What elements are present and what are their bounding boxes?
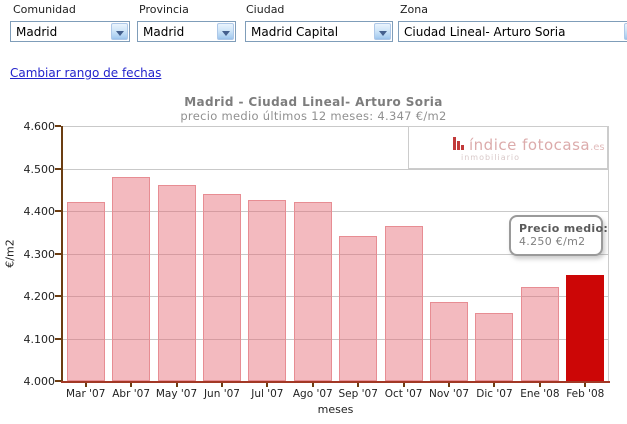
comunidad-select-value: Madrid [16, 25, 58, 39]
y-axis-tick [55, 210, 61, 212]
y-axis-tick [55, 337, 61, 340]
bar-jul-07[interactable] [248, 200, 287, 381]
y-axis-tick [55, 167, 61, 170]
zona-label: Zona [400, 3, 428, 16]
provincia-select[interactable]: Madrid [137, 21, 236, 42]
ciudad-select-value: Madrid Capital [251, 25, 339, 39]
x-tick-label: Jul '07 [251, 388, 284, 400]
x-tick-label: Ene '08 [520, 388, 560, 400]
y-tick-label: 4.300 [23, 247, 56, 261]
comunidad-label: Comunidad [13, 3, 76, 16]
gridline [63, 211, 608, 212]
y-axis-line [61, 126, 63, 383]
gridline [63, 338, 608, 340]
tooltip-value: 4.250 €/m2 [519, 235, 586, 248]
x-axis-tick [175, 383, 178, 387]
x-tick-label: Ago '07 [292, 388, 333, 400]
x-axis-title: meses [317, 403, 354, 416]
x-axis-tick [538, 383, 541, 387]
provincia-label: Provincia [139, 3, 189, 16]
chevron-down-icon [379, 31, 387, 36]
gridline [63, 253, 608, 255]
change-date-range-link[interactable]: Cambiar rango de fechas [10, 66, 162, 80]
x-axis-tick [130, 383, 133, 387]
dropdown-arrow-icon[interactable] [624, 23, 627, 40]
chart-title: Madrid - Ciudad Lineal- Arturo Soria [184, 95, 443, 109]
y-tick-label: 4.200 [23, 290, 56, 303]
bar-ene-08[interactable] [520, 287, 559, 381]
y-tick-label: 4.000 [23, 375, 56, 388]
gridline [63, 126, 608, 127]
y-axis-tick [55, 252, 61, 255]
fotocasa-watermark: índice fotocasa.es inmobiliario [408, 126, 608, 169]
y-axis-tick [55, 295, 61, 297]
x-tick-label: Abr '07 [112, 388, 150, 400]
chevron-down-icon [116, 31, 124, 36]
bar-jun-07[interactable] [202, 194, 241, 381]
ciudad-select[interactable]: Madrid Capital [245, 21, 393, 42]
zona-select[interactable]: Ciudad Lineal- Arturo Soria [398, 21, 627, 42]
chevron-down-icon [222, 31, 230, 36]
bar-may-07[interactable] [157, 185, 196, 381]
bar-mar-07[interactable] [66, 202, 105, 381]
x-axis-tick [84, 383, 87, 387]
x-axis-tick [266, 383, 269, 387]
x-axis-line [61, 381, 610, 383]
x-tick-label: Jun '07 [203, 388, 240, 400]
y-tick-label: 4.100 [23, 332, 56, 346]
ciudad-label: Ciudad [246, 3, 285, 16]
x-axis-tick [357, 383, 360, 387]
x-tick-label: May '07 [155, 388, 198, 400]
zona-select-value: Ciudad Lineal- Arturo Soria [404, 25, 566, 39]
x-tick-label: Feb '08 [566, 388, 605, 400]
x-axis-tick [493, 383, 496, 387]
x-tick-label: Dic '07 [476, 388, 513, 400]
chart-subtitle: precio medio últimos 12 meses: 4.347 €/m… [180, 109, 447, 123]
comunidad-select[interactable]: Madrid [10, 21, 130, 42]
gridline [63, 296, 608, 297]
price-tooltip: Precio medio: 4.250 €/m2 [509, 215, 609, 256]
x-axis-tick [220, 383, 223, 387]
bar-sep-07[interactable] [339, 236, 378, 381]
x-tick-label: Oct '07 [384, 388, 423, 400]
x-axis-tick [448, 383, 451, 387]
x-axis-tick [311, 383, 314, 387]
bar-oct-07[interactable] [384, 226, 423, 381]
provincia-select-value: Madrid [143, 25, 185, 39]
bar-abr-07[interactable] [112, 177, 151, 381]
y-axis-tick [55, 125, 61, 127]
y-axis-tick [55, 380, 61, 382]
x-axis-tick [402, 383, 405, 387]
bar-chart-icon [453, 135, 465, 154]
gridline [63, 168, 608, 170]
dropdown-arrow-icon[interactable] [374, 23, 391, 40]
watermark-brand: índice fotocasa [469, 136, 591, 154]
dropdown-arrow-icon[interactable] [111, 23, 128, 40]
bar-ago-07[interactable] [293, 202, 332, 381]
plot-border-right [608, 126, 609, 381]
x-tick-label: Nov '07 [428, 388, 470, 400]
x-tick-label: Mar '07 [66, 388, 106, 400]
y-tick-label: 4.500 [23, 162, 56, 176]
tooltip-title: Precio medio: [519, 222, 609, 235]
bar-nov-07[interactable] [430, 302, 469, 381]
bar-dic-07[interactable] [475, 313, 514, 381]
dropdown-arrow-icon[interactable] [217, 23, 234, 40]
watermark-tagline: inmobiliario [461, 153, 521, 162]
y-tick-label: 4.600 [23, 120, 56, 133]
watermark-domain: .es [590, 142, 605, 153]
bar-feb-08[interactable] [566, 275, 605, 381]
x-axis-tick [584, 383, 587, 387]
x-tick-label: Sep '07 [338, 388, 378, 400]
y-tick-label: 4.400 [23, 205, 56, 218]
